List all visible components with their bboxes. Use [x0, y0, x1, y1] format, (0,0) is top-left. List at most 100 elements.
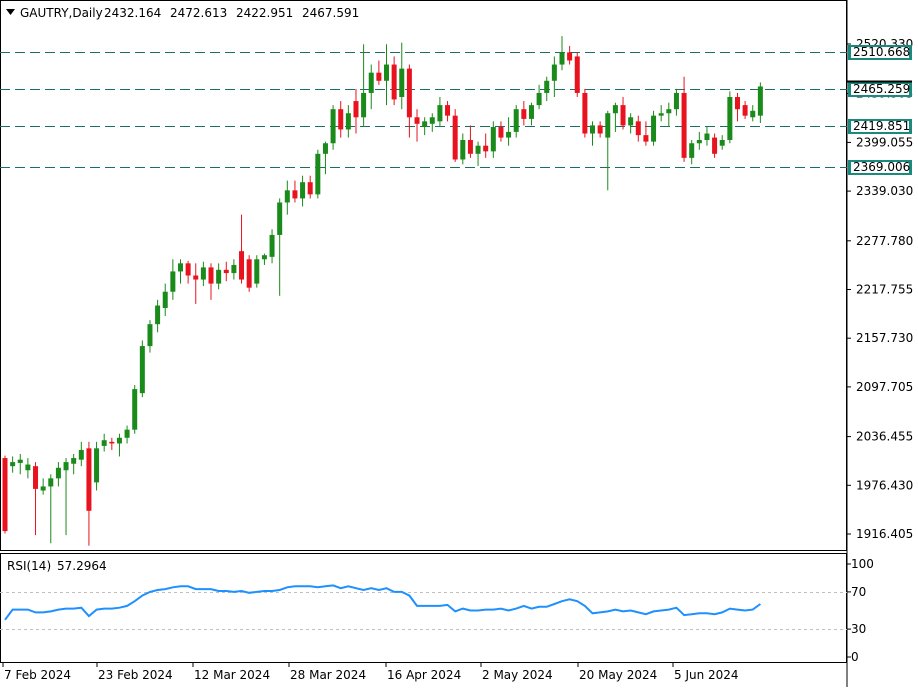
- candle: [239, 214, 245, 284]
- time-tick-label: 2 May 2024: [482, 668, 553, 682]
- candle: [170, 259, 176, 300]
- candle: [521, 101, 527, 126]
- candle: [628, 113, 634, 134]
- candle: [544, 76, 550, 102]
- candle: [620, 97, 626, 130]
- candle: [582, 88, 588, 138]
- price-tick-label: 2399.055: [856, 135, 913, 149]
- candle: [681, 76, 687, 162]
- candle: [483, 133, 489, 158]
- candle: [422, 117, 428, 136]
- price-tick-label: 1916.405: [856, 527, 913, 541]
- candle: [445, 101, 451, 122]
- candles: [2, 36, 763, 546]
- price-axis-ticks: 2520.3302459.3052399.0552339.0302277.780…: [847, 37, 913, 541]
- candle: [147, 320, 153, 353]
- rsi-tick-label: 70: [851, 585, 866, 599]
- candle: [71, 454, 77, 475]
- candle: [162, 283, 168, 317]
- rsi-indicator: 100 70 30 0: [0, 557, 874, 664]
- level-tag-label: 2510.668: [853, 45, 910, 59]
- price-tick-label: 2339.030: [856, 184, 913, 198]
- candle: [437, 97, 443, 128]
- candle: [300, 175, 306, 207]
- candle: [506, 117, 512, 146]
- time-tick-label: 12 Mar 2024: [194, 668, 270, 682]
- level-tag-label: 2369.006: [853, 160, 910, 174]
- candle: [155, 299, 161, 333]
- candle: [292, 180, 298, 203]
- candle: [315, 149, 321, 199]
- candle: [757, 82, 763, 123]
- candle: [277, 198, 283, 296]
- candle: [666, 102, 672, 128]
- candle: [185, 260, 191, 284]
- candle: [376, 60, 382, 85]
- candle: [567, 45, 573, 65]
- candle: [361, 44, 367, 128]
- candle: [216, 263, 222, 290]
- level-tags: 2510.668 2465.259 2419.851 2369.006: [847, 45, 912, 175]
- candle: [673, 88, 679, 116]
- candle: [475, 141, 481, 166]
- candle: [696, 131, 702, 150]
- candle: [658, 105, 664, 122]
- candle: [25, 458, 31, 479]
- header-low: 2422.951: [236, 6, 293, 20]
- candle: [605, 110, 611, 191]
- header-high: 2472.613: [170, 6, 227, 20]
- candle: [63, 458, 69, 536]
- candle: [490, 121, 496, 158]
- rsi-line: [4, 584, 761, 621]
- candle: [322, 141, 328, 175]
- time-tick-label: 28 Mar 2024: [290, 668, 366, 682]
- candle: [10, 456, 16, 473]
- candle: [513, 105, 519, 138]
- candle: [124, 425, 130, 444]
- candle: [132, 385, 138, 434]
- candle: [139, 340, 145, 398]
- candle: [414, 109, 420, 142]
- candle: [689, 140, 695, 165]
- candle: [750, 105, 756, 122]
- price-tick-label: 2097.705: [856, 380, 913, 394]
- candle: [719, 135, 725, 150]
- candle: [246, 255, 252, 292]
- rsi-value: 57.2964: [57, 559, 107, 573]
- candle: [17, 454, 23, 475]
- candle: [528, 102, 534, 126]
- header-open: 2432.164: [104, 6, 161, 20]
- candle: [78, 441, 84, 467]
- candle: [223, 261, 229, 282]
- candle: [109, 437, 115, 450]
- rsi-tick-label: 0: [851, 650, 859, 664]
- header-symbol: GAUTRY,Daily: [20, 6, 103, 20]
- time-tick-label: 5 Jun 2024: [674, 668, 739, 682]
- candle: [2, 455, 8, 534]
- candle: [48, 474, 54, 544]
- candle: [643, 121, 649, 146]
- candle: [55, 462, 61, 487]
- candle: [460, 133, 466, 165]
- candle: [94, 441, 100, 491]
- candle: [734, 92, 740, 122]
- candle: [429, 113, 435, 132]
- candle: [368, 64, 374, 110]
- candle: [635, 115, 641, 142]
- header-menu-icon[interactable]: [6, 9, 15, 15]
- candle: [597, 121, 603, 138]
- candle: [33, 462, 39, 536]
- candle: [651, 110, 657, 146]
- price-tick-label: 2157.730: [856, 331, 913, 345]
- time-tick-label: 20 May 2024: [579, 668, 657, 682]
- level-tag-inner: [851, 84, 909, 95]
- candle: [208, 263, 214, 300]
- candle: [727, 91, 733, 144]
- rsi-pane-frame: [0, 553, 847, 663]
- candle: [177, 259, 183, 284]
- price-pane-frame: [0, 0, 847, 551]
- level-tag-inner: [851, 47, 909, 58]
- candle: [712, 133, 718, 158]
- candle: [269, 229, 275, 264]
